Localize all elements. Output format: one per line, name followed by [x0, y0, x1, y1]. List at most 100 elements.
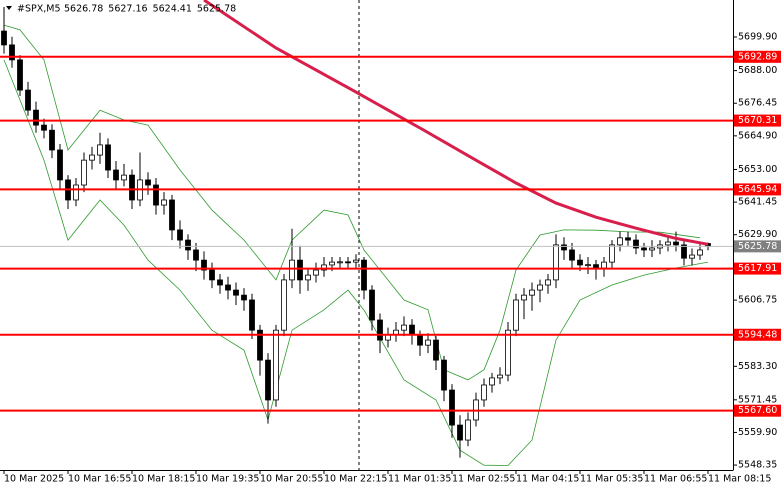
- x-tick-label: 11 Mar 08:15: [708, 474, 771, 485]
- y-tick-label: 5548.35: [738, 460, 777, 471]
- candle-body: [409, 324, 415, 336]
- candle-body: [329, 261, 335, 266]
- candle-body: [633, 239, 639, 249]
- candle-body: [585, 264, 591, 267]
- candle-body: [169, 199, 175, 231]
- level-label: 5670.31: [738, 115, 777, 126]
- candle-body: [681, 244, 687, 259]
- candle-body: [153, 184, 159, 206]
- candle-body: [601, 261, 607, 269]
- menu-arrow[interactable]: [6, 6, 12, 10]
- y-tick-label: 5676.45: [738, 98, 777, 109]
- candle-body: [353, 259, 359, 263]
- candle-body: [441, 359, 447, 391]
- candle-body: [177, 229, 183, 241]
- candle-body: [465, 419, 471, 441]
- x-tick-label: 11 Mar 01:35: [388, 474, 451, 485]
- candle-body: [561, 244, 567, 251]
- candle-body: [553, 244, 559, 281]
- candle-body: [433, 339, 439, 361]
- y-tick-label: 5629.90: [738, 229, 777, 240]
- level-label: 5594.48: [738, 329, 777, 340]
- candle-body: [89, 154, 95, 161]
- price-label: 5625.78: [738, 241, 777, 252]
- candle-body: [209, 269, 215, 281]
- candle-body: [305, 274, 311, 281]
- symbol-title: #SPX,M5: [17, 4, 61, 15]
- level-label-box: [734, 183, 781, 196]
- candle-body: [241, 294, 247, 301]
- candle-body: [521, 294, 527, 301]
- candle-body: [497, 374, 503, 379]
- candle-body: [145, 179, 151, 186]
- candle-body: [617, 237, 623, 246]
- level-label: 5617.91: [738, 263, 777, 274]
- candle-body: [505, 329, 511, 376]
- price-label-box: [734, 240, 781, 253]
- y-tick-label: 5571.45: [738, 394, 777, 405]
- candle-body: [25, 89, 31, 111]
- candle-body: [361, 259, 367, 291]
- candle-body: [17, 59, 23, 91]
- candle-body: [73, 184, 79, 201]
- candle-body: [105, 144, 111, 171]
- candle-body: [9, 44, 15, 61]
- candle-body: [257, 329, 263, 361]
- x-tick-label: 10 Mar 16:55: [68, 474, 131, 485]
- candle-body: [249, 299, 255, 331]
- candle-body: [641, 247, 647, 251]
- level-label-box: [734, 328, 781, 341]
- candle-body: [689, 254, 695, 259]
- header-value: 5625.78: [197, 4, 236, 15]
- y-tick-label: 5688.00: [738, 65, 777, 76]
- y-tick-label: 5606.75: [738, 295, 777, 306]
- candle-body: [57, 149, 63, 181]
- candle-body: [489, 377, 495, 386]
- candle-body: [449, 389, 455, 426]
- x-tick-label: 11 Mar 02:55: [452, 474, 515, 485]
- candle-body: [673, 241, 679, 246]
- candle-body: [337, 261, 343, 264]
- candle-body: [121, 174, 127, 181]
- level-label-box: [734, 262, 781, 275]
- candle-body: [201, 259, 207, 271]
- x-tick-label: 10 Mar 18:15: [132, 474, 195, 485]
- x-tick-label: 11 Mar 06:55: [644, 474, 707, 485]
- candle-body: [529, 289, 535, 296]
- candle-body: [313, 269, 319, 276]
- candle-body: [273, 329, 279, 401]
- level-label: 5567.60: [738, 405, 777, 416]
- candle-body: [113, 169, 119, 181]
- candle-body: [345, 261, 351, 264]
- candle-body: [97, 144, 103, 156]
- candle-body: [1, 30, 7, 46]
- candle-body: [289, 259, 295, 281]
- x-tick-label: 10 Mar 19:35: [196, 474, 259, 485]
- candle-body: [545, 279, 551, 286]
- y-tick-label: 5664.90: [738, 130, 777, 141]
- candle-body: [281, 279, 287, 331]
- y-tick-label: 5653.00: [738, 164, 777, 175]
- candle-body: [425, 339, 431, 346]
- candle-body: [697, 249, 703, 256]
- level-label-box: [734, 50, 781, 63]
- candle-body: [417, 334, 423, 346]
- level-label-box: [734, 404, 781, 417]
- y-tick-label: 5559.90: [738, 427, 777, 438]
- level-label: 5645.94: [738, 184, 777, 195]
- moving-average: [203, 0, 709, 246]
- candle-body: [369, 289, 375, 321]
- x-tick-label: 11 Mar 04:15: [516, 474, 579, 485]
- candle-body: [609, 244, 615, 263]
- bollinger-band: [3, 24, 701, 381]
- candle-body: [665, 241, 671, 246]
- header-value: 5624.41: [153, 4, 192, 15]
- candle-body: [185, 239, 191, 251]
- x-tick-label: 10 Mar 20:55: [260, 474, 323, 485]
- candle-body: [537, 284, 543, 291]
- candle-body: [193, 249, 199, 261]
- candle-body: [321, 264, 327, 271]
